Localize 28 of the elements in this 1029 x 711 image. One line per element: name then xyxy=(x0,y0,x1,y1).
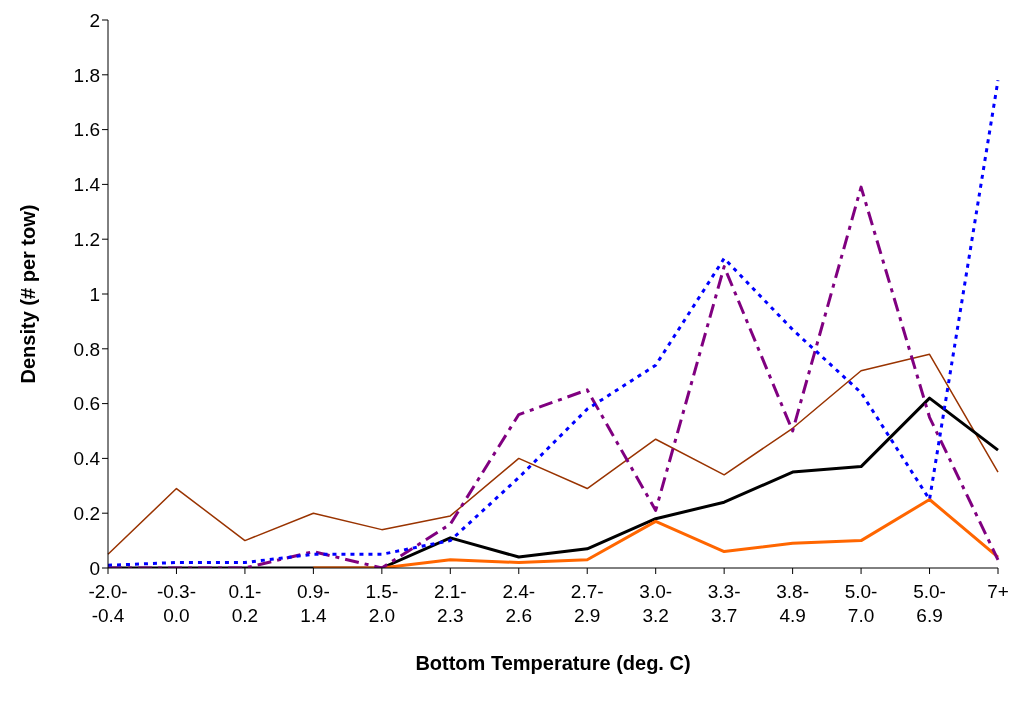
x-axis-title: Bottom Temperature (deg. C) xyxy=(415,652,691,674)
x-tick-label: 7+ xyxy=(987,581,1009,602)
x-tick-label: 1.5- 2.0 xyxy=(365,581,399,626)
x-tick-label: 0.1- 0.2 xyxy=(228,581,262,626)
y-tick-label: 1.2 xyxy=(73,228,100,250)
x-tick-label: 3.3- 3.7 xyxy=(707,581,741,626)
y-tick-label: 1 xyxy=(89,283,100,305)
x-tick-label: 5.0- 7.0 xyxy=(844,581,878,626)
y-tick-label: 0.8 xyxy=(73,338,100,360)
y-tick-label: 0.6 xyxy=(73,393,100,415)
x-tick-label: 2.7- 2.9 xyxy=(570,581,604,626)
y-tick-label: 1.8 xyxy=(73,64,100,86)
x-tick-label: 3.0- 3.2 xyxy=(639,581,673,626)
x-tick-label: 3.8- 4.9 xyxy=(776,581,809,626)
y-tick-label: 0.4 xyxy=(73,448,101,470)
y-tick-label: 1.4 xyxy=(73,174,101,196)
x-tick-label: 2.4- 2.6 xyxy=(502,581,536,626)
y-tick-label: 2 xyxy=(89,9,100,31)
x-tick-label: -0.3- 0.0 xyxy=(156,581,196,626)
x-tick-label: 5.0- 6.9 xyxy=(913,581,946,626)
x-tick-label: -2.0- -0.4 xyxy=(88,581,128,626)
x-tick-label: 0.9- 1.4 xyxy=(297,581,330,626)
x-tick-label: 2.1- 2.3 xyxy=(433,581,467,626)
y-tick-label: 1.6 xyxy=(73,119,100,141)
y-axis-title: Density (# per tow) xyxy=(17,204,40,384)
y-tick-label: 0 xyxy=(89,557,100,579)
line-series xyxy=(107,353,999,556)
y-tick-label: 0.2 xyxy=(73,502,100,524)
